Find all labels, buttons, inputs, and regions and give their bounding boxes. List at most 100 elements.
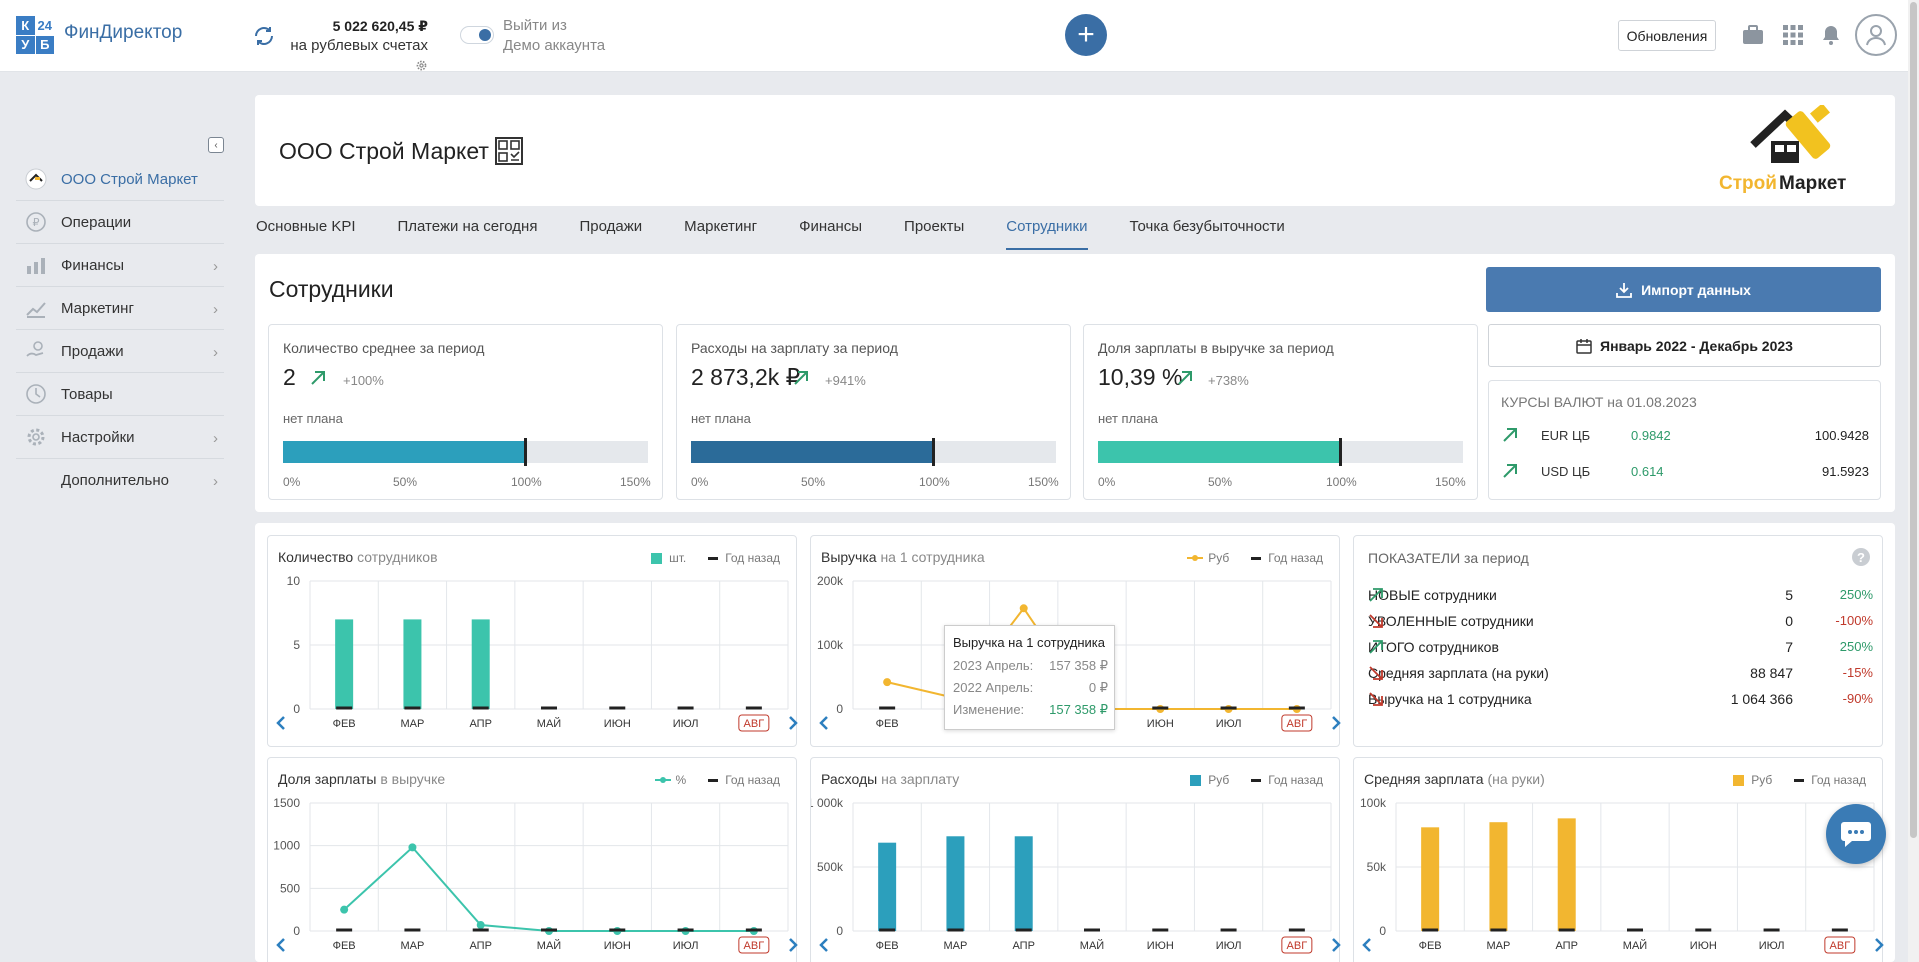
scrollbar-thumb[interactable]: [1910, 2, 1917, 838]
updates-button[interactable]: Обновления: [1618, 20, 1716, 51]
apps-grid-icon[interactable]: [1782, 24, 1804, 46]
company-header: ООО Строй Маркет Строй Маркет: [255, 95, 1895, 206]
tab-employees[interactable]: Сотрудники: [1006, 218, 1088, 250]
x-tick-label: МАР: [401, 718, 425, 730]
demo-toggle[interactable]: [460, 26, 494, 44]
x-tick-label: ИЮН: [1147, 718, 1174, 730]
brand-name[interactable]: ФинДиректор: [64, 22, 183, 43]
demo-exit-link[interactable]: Выйти из Демо аккаунта: [503, 16, 605, 56]
chevron-right-icon[interactable]: [1875, 938, 1884, 952]
sidebar-item-marketing[interactable]: Маркетинг ›: [16, 287, 224, 330]
sidebar-collapse-button[interactable]: ‹: [208, 137, 224, 153]
x-tick-label: ИЮН: [1690, 940, 1717, 952]
company-title: ООО Строй Маркет: [279, 138, 489, 164]
kpi-card: Доля зарплаты в выручке за период 10,39 …: [1083, 324, 1478, 500]
kpi-plan: нет плана: [691, 411, 751, 426]
kpi-scale: 0% 50% 100% 150%: [283, 475, 651, 489]
x-tick-label: АВГ: [744, 718, 765, 730]
sidebar-item-goods[interactable]: Товары: [16, 373, 224, 416]
scale-tick: 50%: [801, 475, 826, 489]
chevron-left-icon[interactable]: [1362, 938, 1371, 952]
x-tick-label: МАЙ: [537, 939, 561, 952]
briefcase-icon[interactable]: [1742, 24, 1764, 46]
currency-rates: КУРСЫ ВАЛЮТ на 01.08.2023 EUR ЦБ 0.9842 …: [1488, 380, 1881, 500]
legend-line-marker: [1187, 555, 1204, 561]
chart-title-main: Количество: [278, 549, 354, 565]
chevron-right-icon: ›: [213, 258, 218, 275]
x-tick-label: МАР: [1487, 940, 1511, 952]
current-month-box: [1824, 936, 1856, 954]
tab-break-even[interactable]: Точка безубыточности: [1129, 218, 1285, 235]
chevron-left-icon[interactable]: [819, 938, 828, 952]
tab-sales[interactable]: Продажи: [579, 218, 643, 235]
bar: [1014, 836, 1033, 931]
chevron-left-icon[interactable]: [276, 938, 285, 952]
scale-tick: 100%: [1326, 475, 1357, 489]
chevron-right-icon[interactable]: [1332, 716, 1341, 730]
tooltip-label: Изменение:: [953, 702, 1025, 717]
chevron-right-icon[interactable]: [1332, 938, 1341, 952]
bar: [946, 836, 965, 931]
chevron-right-icon[interactable]: [789, 716, 798, 730]
qr-code-icon[interactable]: [495, 137, 523, 165]
sync-icon[interactable]: [252, 24, 276, 48]
sidebar-item-sales[interactable]: Продажи ›: [16, 330, 224, 373]
chart-title: Средняя зарплата (на руки): [1364, 771, 1545, 787]
sidebar-item-additional[interactable]: Дополнительно ›: [16, 459, 224, 502]
user-avatar[interactable]: [1855, 14, 1897, 56]
chevron-right-icon[interactable]: [789, 938, 798, 952]
chart-title: Выручка на 1 сотрудника: [821, 549, 985, 565]
x-tick-label: ФЕВ: [1419, 940, 1442, 952]
help-icon[interactable]: ?: [1852, 548, 1870, 566]
chevron-left-icon[interactable]: [819, 716, 828, 730]
kpi-card: Расходы на зарплату за период 2 873,2k ₽…: [676, 324, 1071, 500]
kpi-plan: нет плана: [1098, 411, 1158, 426]
legend-label: Год назад: [1268, 773, 1323, 787]
sidebar-item-settings[interactable]: Настройки ›: [16, 416, 224, 459]
app-logo[interactable]: К 24 У Б: [16, 16, 54, 54]
sidebar-item-finance[interactable]: Финансы ›: [16, 244, 224, 287]
x-tick-label: ИЮЛ: [1216, 718, 1242, 730]
legend-swatch: [651, 552, 663, 564]
legend-label: Год назад: [1268, 551, 1323, 565]
bell-icon[interactable]: [1820, 24, 1842, 46]
trend-up-icon: [1503, 428, 1517, 442]
currency-value: 91.5923: [1822, 464, 1869, 479]
trend-up-icon: [1369, 588, 1383, 602]
date-range-picker[interactable]: Январь 2022 - Декабрь 2023: [1488, 324, 1881, 367]
chart-title-main: Расходы: [821, 771, 878, 787]
tab-main-kpi[interactable]: Основные KPI: [256, 218, 356, 235]
chevron-right-icon: ›: [213, 344, 218, 361]
currency-row: USD ЦБ 0.614 91.5923: [1501, 461, 1869, 481]
tab-payments-today[interactable]: Платежи на сегодня: [397, 218, 538, 235]
x-tick-label: ИЮН: [604, 718, 631, 730]
tab-finance[interactable]: Финансы: [799, 218, 863, 235]
chart-title: Расходы на зарплату: [821, 771, 959, 787]
tooltip-value: 157 358 ₽: [1049, 702, 1108, 717]
current-month-box: [738, 714, 770, 732]
y-tick-label: 0: [293, 924, 300, 938]
sidebar-item-operations[interactable]: ₽ Операции: [16, 201, 224, 244]
tab-marketing[interactable]: Маркетинг: [684, 218, 758, 235]
chevron-left-icon[interactable]: [276, 716, 285, 730]
chart-legend: Руб Год назад: [1187, 551, 1323, 565]
import-data-button[interactable]: Импорт данных: [1486, 267, 1881, 312]
x-tick-label: АПР: [469, 718, 491, 730]
tab-projects[interactable]: Проекты: [904, 218, 965, 235]
gear-icon[interactable]: [415, 59, 428, 72]
sidebar-item-company[interactable]: ООО Строй Маркет: [16, 158, 224, 201]
legend-label: Руб: [1751, 773, 1773, 787]
chat-button[interactable]: [1826, 804, 1886, 864]
legend-label: Руб: [1208, 551, 1230, 565]
tooltip-row: Изменение: 157 358 ₽: [953, 702, 1108, 717]
x-tick-label: МАР: [944, 940, 968, 952]
indicator-percent: 250%: [1839, 639, 1873, 654]
download-icon: [1616, 282, 1632, 298]
legend-dash: [1251, 778, 1262, 782]
page-scrollbar[interactable]: [1908, 0, 1919, 962]
add-button[interactable]: +: [1065, 14, 1107, 56]
x-tick-label: ИЮН: [604, 940, 631, 952]
x-tick-label: МАР: [401, 940, 425, 952]
scale-tick: 150%: [1028, 475, 1059, 489]
chart-average-salary: Средняя зарплата (на руки) Руб Год назад…: [1353, 757, 1884, 962]
